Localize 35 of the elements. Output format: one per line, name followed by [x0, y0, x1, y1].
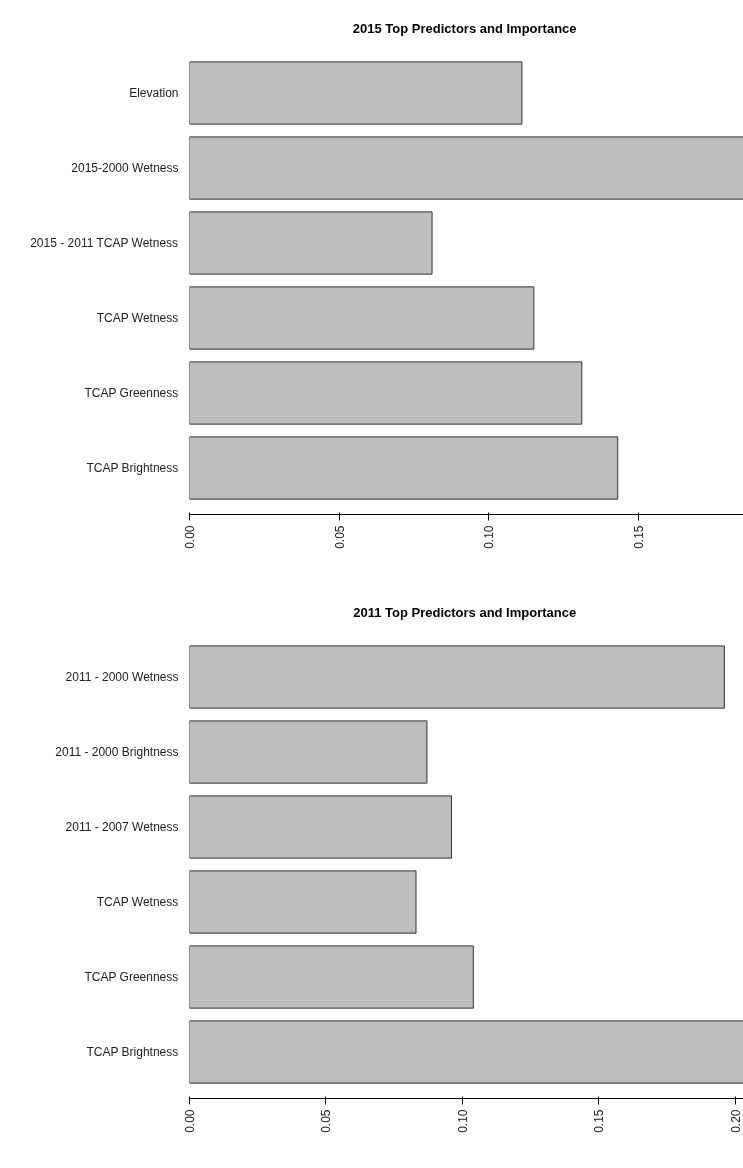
chart-title: 2011 Top Predictors and Importance [353, 604, 577, 620]
x-tick-label: 0.00 [183, 1109, 197, 1133]
bar [189, 136, 743, 200]
x-tick-label: 0.15 [592, 1109, 607, 1133]
chart-title: 2015 Top Predictors and Importance [352, 20, 577, 36]
x-tick-label: 0.20 [728, 1109, 743, 1133]
y-tick-label: 2015 - 2011 TCAP Wetness [30, 236, 179, 250]
y-tick-label: TCAP Wetness [96, 895, 179, 909]
y-tick-label: TCAP Brightness [86, 461, 179, 475]
y-tick-label: 2011 - 2000 Wetness [65, 670, 179, 684]
y-tick-label: TCAP Wetness [96, 311, 179, 325]
bar [189, 720, 428, 784]
x-tick-label: 0.10 [455, 1109, 470, 1133]
x-tick-label: 0.00 [183, 525, 197, 549]
bar [189, 61, 523, 125]
bar [189, 361, 583, 425]
y-tick-label: TCAP Greenness [84, 970, 179, 984]
bar [189, 795, 452, 859]
y-tick-label: 2011 - 2000 Brightness [55, 745, 179, 759]
y-tick-label: 2015-2000 Wetness [71, 161, 179, 175]
bar [189, 211, 433, 275]
x-tick-label: 0.05 [319, 1109, 334, 1133]
bar [189, 870, 417, 934]
y-tick-label: 2011 - 2007 Wetness [65, 820, 179, 834]
bar [189, 436, 619, 500]
bar [189, 945, 474, 1009]
bar [189, 286, 535, 350]
bar [189, 1020, 743, 1084]
x-tick-label: 0.10 [482, 525, 497, 549]
x-tick-label: 0.05 [332, 525, 347, 549]
bar [189, 645, 725, 709]
y-tick-label: TCAP Brightness [86, 1045, 179, 1059]
y-tick-label: TCAP Greenness [84, 386, 179, 400]
y-tick-label: Elevation [129, 86, 179, 100]
x-tick-label: 0.15 [632, 525, 647, 549]
